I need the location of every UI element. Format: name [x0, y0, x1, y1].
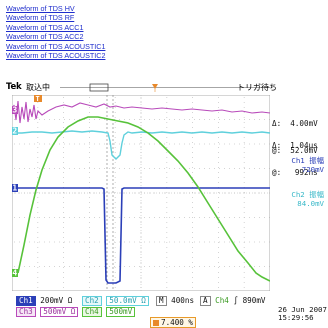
waveform-link-list: Waveform of TDS HV Waveform of TDS RF Wa… — [6, 4, 306, 60]
link-tds-acoustic1[interactable]: Waveform of TDS ACOUSTIC1 — [6, 41, 106, 51]
ch1-scale-readout: Ch1 200mV Ω — [16, 296, 73, 306]
ch1-amplitude-label: Ch1 振幅 — [291, 156, 324, 165]
ch2-amplitude-value: 84.0mV — [297, 198, 324, 208]
ch1-amplitude-readout: Ch1 振幅 720mV — [291, 156, 324, 174]
channel-markers: 3 2 1 4 — [12, 106, 18, 278]
ch1-amplitude-value: 720mV — [301, 164, 324, 174]
ch4-marker: 4 — [12, 269, 17, 278]
ch2-amplitude-label: Ch2 振幅 — [291, 190, 324, 199]
capture-date: 26 Jun 2007 — [278, 305, 327, 314]
ch3-marker: 3 — [12, 106, 17, 115]
trigger-position-icon — [153, 320, 159, 326]
ch3-label: Ch3 — [16, 307, 36, 317]
svg-text:T: T — [36, 95, 40, 103]
trigger-state: トリガ待ち — [237, 83, 277, 92]
cursor-readout-voltage: Δ: 4.00mV @: 52.0mV — [272, 101, 318, 173]
capture-time: 15:29:56 — [278, 313, 314, 323]
scope-bottom-readouts: Ch1 200mV Ω Ch2 50.0mV Ω M 400ns A Ch4 ∫… — [0, 294, 328, 328]
ch4-label: Ch4 — [82, 307, 102, 317]
timebase-label: M — [156, 296, 167, 306]
trigger-slope-icon: ∫ — [233, 296, 239, 305]
record-position-ruler — [60, 83, 270, 92]
timestamp: 26 Jun 2007 15:29:56 — [278, 305, 327, 323]
ch2-scale-readout: Ch2 50.0mV Ω — [82, 296, 149, 306]
link-tds-acc2[interactable]: Waveform of TDS ACC2 — [6, 32, 84, 42]
ch4-trace — [17, 116, 270, 282]
ch1-marker: 1 — [12, 184, 17, 193]
trigger-level: 890mV — [242, 296, 266, 305]
ch2-scale: 50.0mV Ω — [106, 296, 149, 306]
ch2-amplitude-readout: Ch2 振幅 84.0mV — [291, 190, 324, 208]
brand-logo: Tek — [6, 82, 22, 92]
ch4-scale-readout: Ch4 500mV — [82, 307, 136, 317]
timebase-scale: 400ns — [171, 296, 195, 305]
delta-time: Δ: 1.04μs — [272, 141, 318, 150]
trigger-position-value: 7.400 % — [161, 318, 194, 327]
link-tds-hv[interactable]: Waveform of TDS HV — [6, 4, 75, 13]
delta-voltage: Δ: 4.00mV — [272, 119, 318, 128]
ch2-trace — [12, 130, 270, 160]
ch3-scale: 500mV Ω — [40, 307, 79, 317]
timebase-readout: M 400ns — [156, 296, 195, 306]
scope-status-bar: Tek 取込中 トリガ待ち — [0, 79, 328, 95]
cursor-readout-time: Δ: 1.04μs @: 992ns — [272, 123, 318, 195]
link-tds-acoustic2[interactable]: Waveform of TDS ACOUSTIC2 — [6, 51, 106, 61]
ch2-marker: 2 — [12, 127, 17, 136]
at-time: @: 992ns — [272, 168, 318, 177]
ch1-trace — [12, 187, 270, 284]
waveform-display: 3 2 1 4 T — [12, 95, 270, 291]
trigger-channel: Ch4 — [215, 296, 229, 305]
trigger-source-label: A — [200, 296, 211, 306]
trigger-position-marker: T — [34, 95, 42, 103]
ch1-scale: 200mV Ω — [40, 296, 73, 305]
ch2-label: Ch2 — [82, 296, 102, 306]
ch3-trace — [12, 100, 270, 124]
ch4-scale: 500mV — [106, 307, 136, 317]
oscilloscope-screenshot: Tek 取込中 トリガ待ち 3 — [0, 79, 328, 328]
trigger-position-readout: 7.400 % — [150, 317, 197, 328]
at-voltage: @: 52.0mV — [272, 146, 318, 155]
trigger-readout: A Ch4 ∫ 890mV — [200, 296, 266, 306]
link-tds-acc1[interactable]: Waveform of TDS ACC1 — [6, 22, 84, 32]
ch3-scale-readout: Ch3 500mV Ω — [16, 307, 79, 317]
link-tds-rf[interactable]: Waveform of TDS RF — [6, 13, 75, 23]
acquisition-state: 取込中 — [26, 83, 50, 92]
ch1-label: Ch1 — [16, 296, 36, 306]
